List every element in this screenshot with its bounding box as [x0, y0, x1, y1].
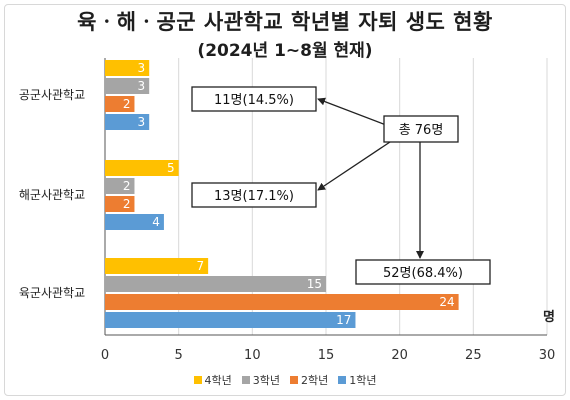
- legend-swatch: [290, 376, 298, 384]
- legend-item: 1학년: [338, 372, 377, 388]
- legend-label: 1학년: [349, 374, 377, 387]
- bar-3학년-공군사관학교: [105, 78, 150, 94]
- bar-1학년-해군사관학교: [105, 214, 164, 230]
- x-tick-label: 10: [244, 348, 261, 363]
- bar-2학년-해군사관학교: [105, 196, 135, 212]
- bar-data-label: 4: [152, 215, 160, 229]
- x-tick-label: 5: [175, 348, 183, 363]
- arrow-to-air: [317, 97, 387, 126]
- annotation-navy-box: [191, 182, 317, 208]
- annotation-army-box: [355, 259, 491, 285]
- bar-data-label: 2: [123, 97, 131, 111]
- x-tick-label: 25: [465, 348, 482, 363]
- legend-swatch: [193, 376, 202, 384]
- bar-3학년-해군사관학교: [105, 178, 135, 194]
- bar-data-label: 3: [138, 115, 146, 129]
- bar-4학년-해군사관학교: [105, 160, 179, 176]
- x-tick-label: 30: [539, 348, 556, 363]
- bar-data-label: 17: [336, 313, 351, 327]
- bar-data-label: 5: [167, 161, 175, 175]
- bar-data-label: 3: [138, 79, 146, 93]
- legend-label: 3학년: [252, 374, 280, 387]
- category-label: 해군사관학교: [19, 188, 85, 202]
- legend-label: 4학년: [204, 374, 232, 387]
- chart-subtitle: (2024년 1~8월 현재): [197, 41, 373, 61]
- annotation-air-label: 11명(14.5%): [214, 93, 294, 108]
- legend-item: 4학년: [193, 372, 232, 388]
- bar-1학년-공군사관학교: [105, 114, 150, 130]
- legend-item: 3학년: [241, 372, 280, 388]
- legend-swatch: [241, 376, 250, 384]
- legend: 4학년 3학년 2학년 1학년: [0, 372, 570, 388]
- bar-3학년-육군사관학교: [105, 276, 326, 292]
- category-label: 육군사관학교: [19, 286, 85, 300]
- annotation-total-label: 총 76명: [399, 123, 444, 138]
- legend-label: 2학년: [301, 374, 329, 387]
- bar-4학년-육군사관학교: [105, 258, 209, 274]
- legend-item: 2학년: [290, 372, 328, 388]
- annotation-army-label: 52명(68.4%): [383, 266, 463, 281]
- bar-data-label: 24: [439, 295, 454, 309]
- annotation-air-box: [191, 86, 317, 112]
- bar-data-label: 7: [196, 259, 204, 273]
- bar-4학년-공군사관학교: [105, 60, 150, 76]
- chart-title: 육ㆍ해ㆍ공군 사관학교 학년별 자퇴 생도 현황: [77, 10, 493, 34]
- bar-data-label: 2: [123, 197, 131, 211]
- category-label: 공군사관학교: [19, 88, 85, 102]
- bar-2학년-육군사관학교: [105, 294, 459, 310]
- bar-1학년-육군사관학교: [105, 312, 356, 328]
- arrow-to-navy: [317, 141, 391, 191]
- annotation-total-box: [383, 115, 459, 143]
- x-tick-label: 20: [391, 348, 408, 363]
- bar-data-label: 2: [123, 179, 131, 193]
- bar-2학년-공군사관학교: [105, 96, 135, 112]
- x-tick-label: 0: [101, 348, 109, 363]
- annotation-navy-label: 13명(17.1%): [214, 189, 294, 204]
- bar-data-label: 3: [138, 61, 146, 75]
- bar-data-label: 15: [307, 277, 322, 291]
- x-axis-unit: 명: [543, 310, 555, 325]
- x-tick-label: 15: [318, 348, 335, 363]
- legend-swatch: [338, 376, 347, 384]
